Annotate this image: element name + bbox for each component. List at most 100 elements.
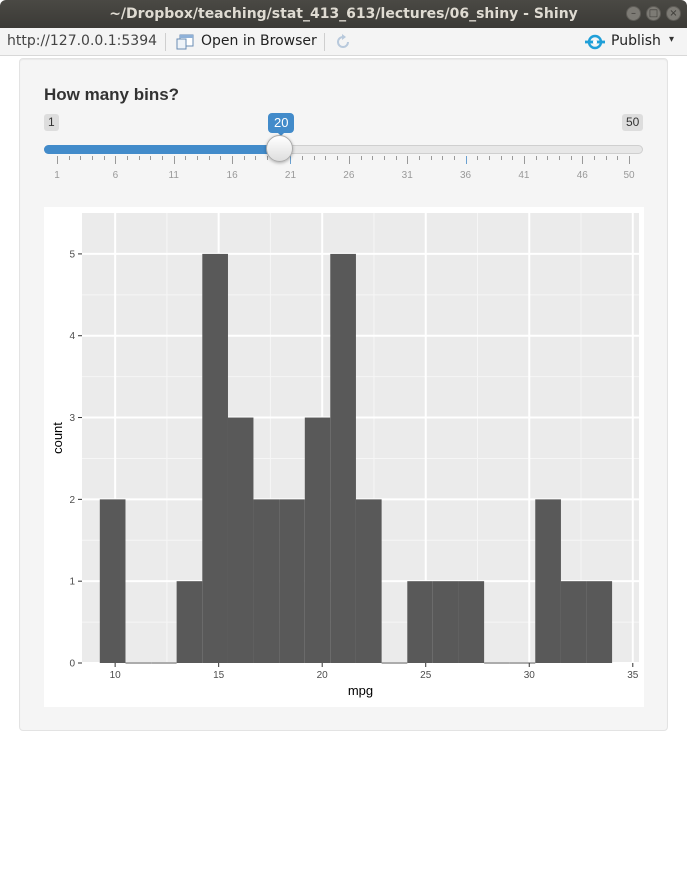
histogram-bar	[484, 662, 510, 664]
y-axis-title: count	[50, 422, 65, 454]
slider-grid-label: 11	[168, 170, 179, 181]
histogram-bar	[432, 581, 459, 663]
slider-tick	[80, 156, 82, 160]
slider-tick	[395, 156, 397, 160]
y-tick-label: 4	[69, 331, 75, 342]
slider-tick	[593, 156, 595, 160]
slider-tick	[512, 156, 514, 160]
histogram-bar	[509, 662, 536, 664]
slider-tick	[103, 156, 105, 160]
slider-tick	[173, 156, 175, 164]
histogram-bar	[535, 499, 561, 663]
slider-grid-label: 1	[54, 170, 60, 181]
slider-tick	[477, 156, 479, 160]
slider-tick	[570, 156, 572, 160]
x-tick-label: 20	[317, 670, 329, 681]
open-in-browser-button[interactable]: Open in Browser	[201, 33, 317, 49]
slider-tick	[290, 156, 292, 164]
histogram-bar	[99, 499, 126, 663]
slider-grid-label: 50	[623, 170, 635, 181]
viewer-toolbar: http://127.0.0.1:5394 Open in Browser Pu…	[0, 28, 687, 56]
slider-grid-label: 36	[460, 170, 472, 181]
slider-grid-label: 31	[401, 170, 413, 181]
slider-tick	[92, 156, 94, 160]
slider-value-label: 20	[268, 113, 295, 136]
y-tick-label: 1	[69, 577, 75, 588]
slider-tick	[337, 156, 339, 160]
slider-grid-label: 26	[343, 170, 355, 181]
slider-tick	[68, 156, 70, 160]
slider-tick	[605, 156, 607, 160]
histogram-bar	[227, 417, 254, 663]
slider-tick	[325, 156, 327, 160]
slider-tick	[558, 156, 560, 160]
close-icon[interactable]: ×	[666, 6, 681, 21]
refresh-icon[interactable]	[334, 33, 352, 56]
slider-tick	[348, 156, 350, 164]
slider-tick	[313, 156, 315, 160]
histogram-bar	[279, 499, 305, 663]
slider-fill-bar	[44, 145, 279, 154]
slider-tick	[197, 156, 199, 160]
x-tick-label: 35	[627, 670, 639, 681]
slider-tick	[372, 156, 374, 160]
slider-tick	[629, 156, 630, 164]
slider-tick	[418, 156, 420, 160]
histogram-bar	[253, 499, 280, 663]
slider-tick	[208, 156, 210, 160]
slider-max-label: 50	[622, 114, 644, 131]
slider-tick	[243, 156, 245, 160]
x-tick-label: 15	[213, 670, 225, 681]
open-in-browser-icon[interactable]	[176, 34, 194, 55]
slider-tick	[430, 156, 432, 160]
toolbar-separator	[165, 33, 166, 51]
slider-grid-label: 41	[518, 170, 530, 181]
slider-tick	[535, 156, 537, 160]
slider-tick	[255, 156, 257, 160]
publish-button[interactable]: Publish	[611, 33, 661, 49]
slider-tick	[232, 156, 234, 164]
window-titlebar: ~/Dropbox/teaching/stat_413_613/lectures…	[0, 0, 687, 28]
histogram-bar	[125, 662, 152, 664]
maximize-icon[interactable]: □	[646, 6, 661, 21]
slider-tick	[582, 156, 584, 164]
y-tick-label: 5	[69, 249, 75, 260]
histogram-bar	[304, 417, 331, 663]
slider-grid-label: 6	[112, 170, 119, 181]
slider-tick	[465, 156, 467, 164]
histogram-bar	[355, 499, 382, 663]
slider-tick	[442, 156, 444, 160]
publish-icon[interactable]	[585, 34, 605, 55]
slider-handle[interactable]	[266, 135, 293, 162]
slider-tick	[523, 156, 525, 164]
slider-tick	[185, 156, 187, 160]
slider-tick	[453, 156, 455, 160]
slider-tick	[127, 156, 129, 160]
slider-tick	[115, 156, 117, 164]
window-title: ~/Dropbox/teaching/stat_413_613/lectures…	[109, 6, 578, 22]
bins-slider-label: How many bins?	[44, 85, 180, 104]
histogram-bar	[202, 253, 228, 663]
slider-grid-label: 16	[226, 170, 238, 181]
slider-tick	[617, 156, 619, 160]
slider-grid-label: 21	[284, 170, 297, 181]
y-tick-label: 0	[69, 659, 75, 670]
caret-down-icon[interactable]: ▾	[669, 34, 675, 45]
x-tick-label: 30	[524, 670, 536, 681]
slider-tick	[407, 156, 409, 164]
x-tick-label: 25	[420, 670, 432, 681]
minimize-icon[interactable]: –	[626, 6, 641, 21]
toolbar-separator	[324, 33, 325, 51]
slider-tick	[488, 156, 490, 160]
slider-tick	[162, 156, 164, 160]
slider-tick	[150, 156, 152, 160]
y-tick-label: 3	[69, 413, 75, 424]
x-axis-title: mpg	[348, 683, 373, 698]
slider-tick	[220, 156, 222, 160]
histogram-bar	[560, 581, 587, 663]
slider-min-label: 1	[44, 114, 59, 131]
histogram-bar	[407, 581, 433, 663]
slider-tick	[267, 156, 269, 160]
slider-tick	[138, 156, 140, 160]
histogram-plot: 10 15 20 25 30 35 0 1 2 3 4 5 mpg count	[44, 207, 644, 707]
